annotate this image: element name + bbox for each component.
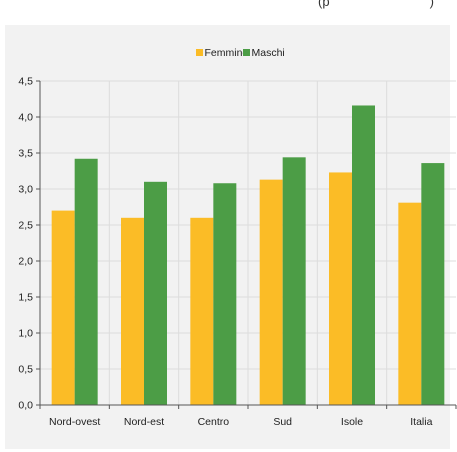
x-tick-label: Sud — [273, 416, 292, 428]
legend-label-maschi: Maschi — [252, 47, 285, 59]
bar-femmine-isole — [329, 172, 352, 405]
bar-femmine-centro — [190, 217, 214, 405]
legend-label-femmine: Femmine — [205, 47, 249, 59]
bar-femmine-nord-ovest — [51, 210, 75, 405]
y-tick-label: 3,5 — [18, 148, 33, 160]
bar-maschi-isole — [352, 105, 375, 405]
x-tick-label: Nord-ovest — [49, 416, 100, 428]
y-tick-label: 2,0 — [18, 256, 33, 268]
bar-maschi-nord-est — [144, 181, 167, 405]
y-tick-label: 4,5 — [18, 76, 33, 88]
legend-swatch-maschi — [243, 49, 250, 56]
bar-maschi-italia — [421, 163, 445, 405]
y-tick-label: 1,0 — [18, 328, 33, 340]
x-tick-label: Nord-est — [124, 416, 164, 428]
y-tick-label: 0,5 — [18, 364, 33, 376]
x-tick-label: Centro — [198, 416, 230, 428]
y-tick-label: 0,0 — [18, 400, 33, 412]
y-tick-label: 2,5 — [18, 220, 33, 232]
bar-femmine-nord-est — [121, 217, 144, 405]
bar-maschi-sud — [282, 157, 306, 405]
y-tick-label: 4,0 — [18, 112, 33, 124]
header-fragment-open: (p — [318, 0, 330, 9]
header-fragment: (p) — [318, 0, 434, 9]
y-tick-label: 3,0 — [18, 184, 33, 196]
x-tick-label: Italia — [410, 416, 432, 428]
bar-maschi-nord-ovest — [74, 158, 98, 405]
bar-femmine-italia — [398, 202, 422, 405]
bar-femmine-sud — [259, 179, 283, 405]
axis-layer: 0,0 0,5 1,0 1,5 2,0 2,5 3,0 3,5 4,0 4,5 Nord-ovest… — [18, 76, 457, 428]
bar-layer — [51, 105, 445, 405]
grid-layer — [40, 80, 456, 405]
legend-swatch-femmine — [196, 49, 203, 56]
bar-maschi-centro — [213, 183, 237, 405]
header-fragment-close: ) — [429, 0, 434, 9]
y-tick-label: 1,5 — [18, 292, 33, 304]
legend: Femmine Maschi — [196, 47, 285, 59]
x-tick-label: Isole — [341, 416, 363, 428]
